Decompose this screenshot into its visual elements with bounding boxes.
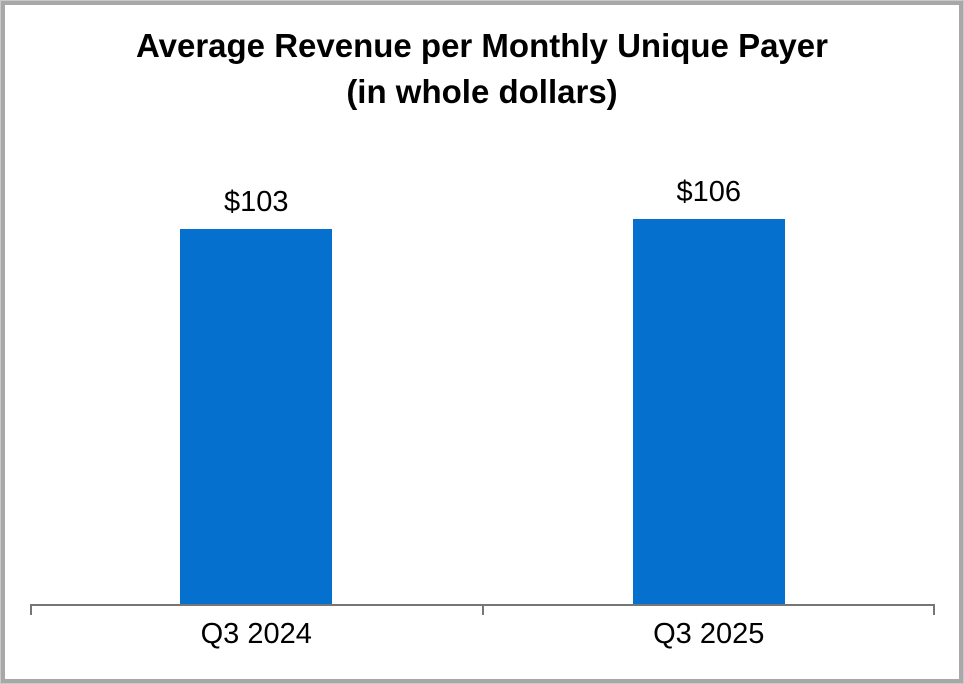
axis-tick-center bbox=[481, 604, 484, 615]
x-axis-label-q3-2025: Q3 2025 bbox=[653, 618, 765, 650]
bar-value-label-q3-2024: $103 bbox=[223, 186, 289, 219]
chart-title: Average Revenue per Monthly Unique Payer… bbox=[5, 23, 959, 115]
plot-area: $103 $106 bbox=[30, 176, 936, 604]
x-axis-labels: Q3 2024 Q3 2025 bbox=[30, 618, 935, 651]
chart-title-line1: Average Revenue per Monthly Unique Payer bbox=[136, 27, 828, 64]
x-axis-line bbox=[30, 604, 935, 615]
bar-group-q3-2024: $103 bbox=[30, 186, 483, 604]
axis-tick-right bbox=[933, 604, 935, 615]
chart-title-line2: (in whole dollars) bbox=[346, 73, 618, 110]
bar-q3-2024 bbox=[180, 229, 333, 604]
axis-tick-left bbox=[30, 604, 32, 615]
bar-q3-2025 bbox=[632, 218, 785, 604]
bar-group-q3-2025: $106 bbox=[483, 176, 936, 604]
x-axis-label-q3-2024: Q3 2024 bbox=[200, 618, 312, 650]
bar-value-label-q3-2025: $106 bbox=[676, 175, 741, 208]
